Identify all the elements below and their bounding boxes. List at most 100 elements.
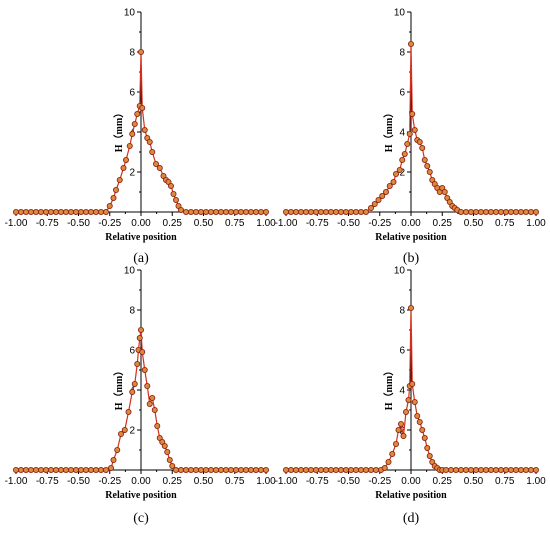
data-point [467,208,474,215]
data-point [252,466,259,473]
data-point [53,208,60,215]
data-point [262,208,269,215]
panel-label-d: (d) [403,511,420,526]
data-point [58,208,65,215]
data-point [78,208,85,215]
data-point [333,466,340,473]
y-tick-label: 8 [129,48,135,59]
data-point [134,111,141,118]
data-point [409,381,416,388]
data-point [462,466,469,473]
data-point [457,466,464,473]
y-tick-label: 8 [399,306,405,317]
data-point [379,192,386,199]
data-point [399,156,406,163]
x-axis-label: Relative position [375,490,447,501]
data-point [390,178,397,185]
y-tick-label: 10 [124,266,136,277]
x-tick-label: 0.75 [495,476,515,487]
data-point [426,168,433,175]
y-tick-label: 10 [394,266,406,277]
data-point [402,408,409,415]
data-point [328,466,335,473]
chart-panel-a: -1.00 -0.75 -0.50 -0.25 0.00 0.25 0.50 0.75 1.00… [5,8,277,267]
data-point [343,466,350,473]
data-point [517,466,524,473]
data-point [442,466,449,473]
data-point [73,208,80,215]
data-point [409,111,416,118]
data-point [257,208,264,215]
data-point [93,208,100,215]
data-point [88,208,95,215]
data-point [371,200,378,207]
data-point [222,466,229,473]
data-point [393,170,400,177]
data-point [141,127,148,134]
data-point [532,208,539,215]
data-point [164,448,171,455]
data-point [83,208,90,215]
data-point [247,208,254,215]
data-point [149,148,156,155]
y-axis-label: H（mm） [112,108,125,152]
x-tick-label: 0.50 [464,218,484,229]
data-point [507,208,514,215]
data-point [395,426,402,433]
data-point [368,204,375,211]
data-point [338,208,345,215]
x-tick-label: 0.75 [495,218,515,229]
data-point [303,466,310,473]
data-point [48,208,55,215]
data-point [123,156,130,163]
data-point [144,383,151,390]
data-point [137,49,144,56]
data-point [303,208,310,215]
data-point [482,466,489,473]
data-point [63,466,70,473]
data-point [358,466,365,473]
data-point [27,208,34,215]
data-point [83,466,90,473]
data-point [172,466,179,473]
data-point [192,208,199,215]
x-tick-label: -0.25 [98,476,121,487]
x-tick-label: 0.00 [131,218,151,229]
y-tick-label: 2 [129,168,135,179]
data-point [348,208,355,215]
x-tick-label: 1.00 [256,218,276,229]
data-point [527,466,534,473]
data-point [257,466,264,473]
data-point [313,208,320,215]
data-point [116,176,123,183]
data-point [318,466,325,473]
data-point [146,138,153,145]
panel-label-a: (a) [133,251,149,266]
data-point [375,196,382,203]
data-point [532,466,539,473]
x-tick-label: 0.25 [163,476,183,487]
data-point [502,208,509,215]
data-point [227,466,234,473]
data-point [517,208,524,215]
data-point [58,466,65,473]
panel-label-b: (b) [403,251,420,266]
data-point [17,466,24,473]
data-point [297,208,304,215]
data-point [308,466,315,473]
x-tick-label: -0.25 [98,218,121,229]
data-point [12,466,19,473]
data-point [22,466,29,473]
x-tick-label: -1.00 [275,476,298,487]
data-point [139,105,146,112]
data-point [68,208,75,215]
data-point [343,208,350,215]
data-point [407,41,414,48]
data-point [103,208,110,215]
panel-label-c: (c) [133,511,149,526]
data-point [22,208,29,215]
x-tick-label: 0.75 [225,476,245,487]
data-point [411,398,418,405]
data-point [416,418,423,425]
data-point [512,208,519,215]
